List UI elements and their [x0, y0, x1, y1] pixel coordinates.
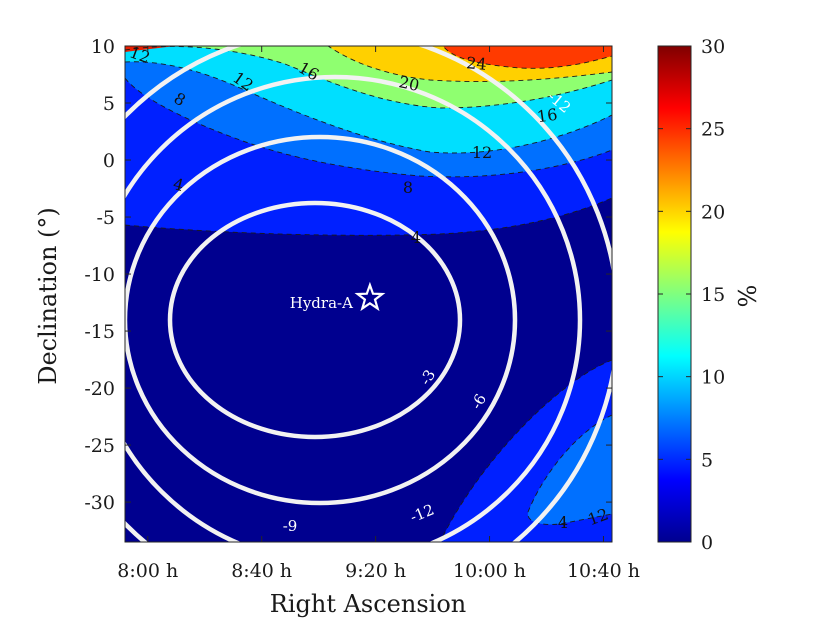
y-tick-label: -15	[84, 321, 115, 343]
y-tick-label: -25	[84, 435, 115, 457]
y-axis: 10 5 0 -5 -10 -15 -20 -25 -30	[84, 36, 612, 514]
y-tick-label: -5	[96, 207, 115, 229]
band-top-left	[125, 46, 175, 52]
y-tick-label: 0	[103, 150, 115, 172]
y-tick-label: -20	[84, 378, 115, 400]
contour-label: 4	[558, 513, 568, 532]
colorbar-tick-label: 30	[701, 36, 725, 58]
plot-area: 12 12 16 20 24 16 12 8 8 4 4 4 12 -3 -6 …	[125, 42, 612, 542]
contour-label: 16	[536, 105, 559, 127]
contour-line	[125, 197, 612, 236]
colorbar-label: %	[732, 285, 760, 308]
star-icon	[354, 281, 386, 312]
contour-label: 4	[171, 174, 186, 195]
x-axis: 8:00 h 8:40 h 9:20 h 10:00 h 10:40 h	[117, 46, 640, 582]
contour-label: 12	[472, 143, 492, 162]
colorbar-tick-label: 20	[701, 201, 725, 223]
x-tick-label: 10:40 h	[567, 560, 640, 582]
source-marker: Hydra-A	[290, 281, 386, 312]
white-contours	[125, 46, 612, 542]
x-tick-label: 8:00 h	[117, 560, 178, 582]
colorbar-tick-label: 0	[701, 532, 713, 554]
colorbar: 0 5 10 15 20 25 30 %	[657, 36, 760, 554]
contour-line	[125, 77, 612, 178]
plot-frame	[124, 45, 613, 543]
colorbar-tick-label: 10	[701, 367, 725, 389]
colorbar-tick-label: 15	[701, 284, 725, 306]
x-tick-label: 9:20 h	[345, 560, 406, 582]
y-tick-label: -10	[84, 264, 115, 286]
colorbar-tick-label: 25	[701, 119, 725, 141]
y-tick-label: 5	[103, 93, 115, 115]
contour-label: 24	[466, 53, 488, 74]
x-axis-label: Right Ascension	[270, 590, 467, 618]
colorbar-tick-label: 5	[701, 449, 713, 471]
band-24-28	[443, 46, 612, 69]
dashed-contours	[125, 46, 612, 542]
contour-label: 12	[127, 42, 153, 67]
y-tick-label: 10	[91, 36, 115, 58]
contour-label: -9	[283, 517, 298, 535]
source-label: Hydra-A	[290, 294, 353, 312]
white-contour-minus-6	[125, 134, 518, 506]
contour-label: 4	[411, 228, 421, 247]
y-tick-label: -30	[84, 492, 115, 514]
contour-label: 8	[403, 178, 413, 197]
contour-line	[527, 414, 612, 525]
contour-line	[439, 359, 612, 542]
colorbar-ticks: 0 5 10 15 20 25 30	[658, 36, 725, 554]
contour-line	[125, 46, 612, 109]
y-axis-label: Declination (°)	[34, 207, 62, 385]
white-contour-minus-3	[167, 200, 463, 440]
contour-label: 20	[397, 72, 421, 95]
contour-line	[327, 46, 612, 83]
white-contour-minus-9	[125, 74, 583, 542]
x-tick-label: 10:00 h	[453, 560, 526, 582]
contour-line	[125, 61, 612, 154]
colorbar-gradient	[657, 45, 692, 543]
x-tick-label: 8:40 h	[231, 560, 292, 582]
